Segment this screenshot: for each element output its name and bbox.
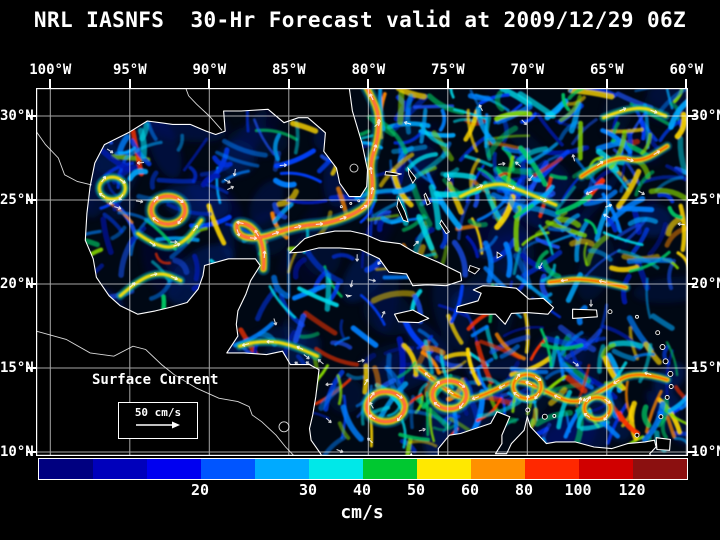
reference-arrow-icon	[136, 421, 180, 429]
colorbar-tick-label: 80	[514, 481, 534, 499]
lat-label-left: 10°N	[0, 444, 34, 460]
lat-label-left: 15°N	[0, 360, 34, 376]
colorbar	[38, 458, 688, 480]
colorbar-tick-label: 30	[298, 481, 318, 499]
lon-tick	[287, 79, 290, 88]
lon-label: 100°W	[29, 62, 72, 78]
lon-label: 95°W	[112, 62, 147, 78]
colorbar-segment	[363, 459, 417, 479]
lon-tick	[367, 79, 370, 88]
lon-tick	[446, 79, 449, 88]
lon-tick	[605, 79, 608, 88]
lat-tick	[688, 115, 697, 117]
lat-tick	[27, 115, 36, 117]
lat-tick	[688, 451, 697, 453]
colorbar-tick-label: 60	[460, 481, 480, 499]
reference-vector-value: 50 cm/s	[134, 406, 182, 419]
colorbar-segment	[93, 459, 147, 479]
lon-label: 70°W	[510, 62, 545, 78]
lat-label-right: 25°N	[691, 192, 720, 208]
colorbar-tick-label: 40	[352, 481, 372, 499]
lon-label: 75°W	[430, 62, 465, 78]
figure-title: NRL IASNFS 30-Hr Forecast valid at 2009/…	[33, 8, 687, 32]
lat-tick	[688, 283, 697, 285]
lat-tick	[27, 367, 36, 369]
lat-label-right: 30°N	[691, 108, 720, 124]
lon-tick	[685, 79, 688, 88]
lon-tick	[49, 79, 52, 88]
colorbar-tick-label: 20	[190, 481, 210, 499]
surface-current-label: Surface Current	[92, 372, 219, 388]
lat-label-right: 20°N	[691, 276, 720, 292]
colorbar-tick-label: 120	[618, 481, 646, 499]
lon-label: 80°W	[351, 62, 386, 78]
lon-tick	[208, 79, 211, 88]
colorbar-units: cm/s	[340, 502, 384, 523]
colorbar-segment	[579, 459, 633, 479]
lat-label-right: 15°N	[691, 360, 720, 376]
lon-tick	[526, 79, 529, 88]
lat-tick	[27, 283, 36, 285]
reference-vector-box: 50 cm/s	[118, 402, 198, 439]
colorbar-segment	[309, 459, 363, 479]
colorbar-segment	[417, 459, 471, 479]
lat-tick	[688, 367, 697, 369]
lat-label-right: 10°N	[691, 444, 720, 460]
lon-label: 90°W	[192, 62, 227, 78]
lat-label-left: 30°N	[0, 108, 34, 124]
lat-label-left: 25°N	[0, 192, 34, 208]
colorbar-segment	[255, 459, 309, 479]
lon-label: 65°W	[589, 62, 624, 78]
colorbar-tick-label: 100	[564, 481, 592, 499]
lat-label-left: 20°N	[0, 276, 34, 292]
colorbar-segment	[147, 459, 201, 479]
surface-current-map	[36, 88, 688, 456]
lat-tick	[688, 199, 697, 201]
colorbar-segment	[633, 459, 687, 479]
colorbar-segment	[471, 459, 525, 479]
lon-label: 85°W	[271, 62, 306, 78]
colorbar-segment	[525, 459, 579, 479]
lon-tick	[128, 79, 131, 88]
colorbar-segment	[201, 459, 255, 479]
colorbar-tick-label: 50	[406, 481, 426, 499]
lat-tick	[27, 199, 36, 201]
colorbar-segment	[39, 459, 93, 479]
lon-label: 60°W	[669, 62, 704, 78]
lat-tick	[27, 451, 36, 453]
